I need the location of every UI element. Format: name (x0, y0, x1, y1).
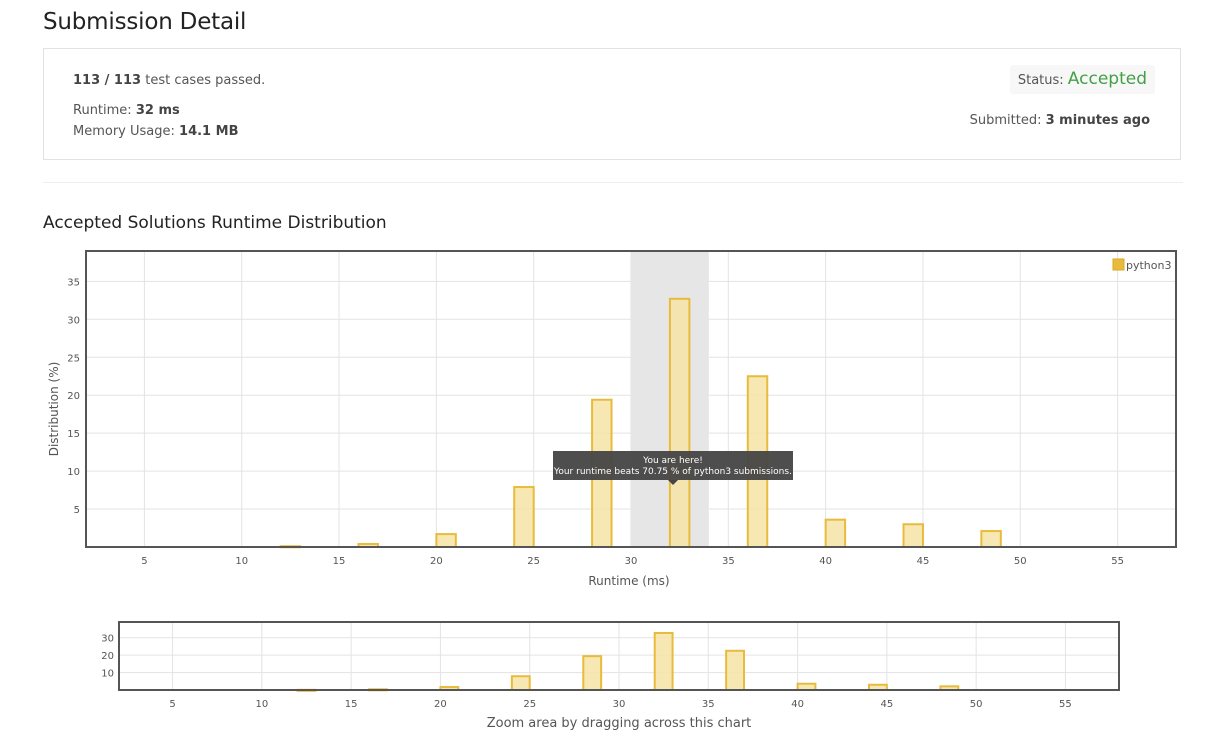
distribution-bar (902, 523, 924, 549)
distribution-bar (824, 518, 847, 549)
memory-line: Memory Usage: 14.1 MB (73, 124, 238, 139)
tooltip-message: Your runtime beats 70.75 % of python3 su… (553, 467, 792, 477)
x-tick-label: 35 (722, 556, 735, 567)
x-tick-label: 45 (917, 556, 930, 567)
x-tick-label: 25 (523, 699, 536, 710)
tooltip-title: You are here! (642, 456, 703, 466)
section-title: Accepted Solutions Runtime Distribution (43, 213, 387, 233)
runtime-value: 32 ms (135, 103, 180, 118)
zoom-chart-y-ticks: 10 20 30 (101, 634, 114, 680)
distribution-bar (435, 533, 457, 548)
x-tick-label: 55 (1059, 699, 1072, 710)
zoom-overview-chart[interactable]: 5 10 15 20 25 30 35 40 45 50 55 10 20 30 (0, 600, 1228, 715)
x-tick-label: 40 (819, 556, 832, 567)
status-box: Status: Accepted (1009, 65, 1155, 94)
x-tick-label: 20 (430, 556, 443, 567)
distribution-bar (582, 655, 603, 691)
x-tick-label: 25 (527, 556, 540, 567)
x-tick-label: 40 (791, 699, 804, 710)
runtime-line: Runtime: 32 ms (73, 103, 180, 118)
x-tick-label: 35 (702, 699, 715, 710)
x-axis-label: Runtime (ms) (588, 574, 669, 588)
distribution-bar (653, 631, 674, 691)
y-tick-label: 15 (67, 429, 80, 440)
zoom-chart-x-ticks: 5 10 15 20 25 30 35 40 45 50 55 (169, 699, 1071, 710)
memory-label: Memory Usage: (73, 124, 175, 139)
test-cases-text: test cases passed. (145, 73, 266, 88)
x-tick-label: 45 (880, 699, 893, 710)
x-tick-label: 5 (141, 556, 147, 567)
test-cases-line: 113 / 113 test cases passed. (73, 73, 265, 88)
x-tick-label: 10 (255, 699, 268, 710)
runtime-distribution-chart[interactable]: 5 10 15 20 25 30 35 40 45 50 55 5 10 15 20 25 30 35 Runt… (0, 0, 1228, 600)
main-chart-gridlines (86, 251, 1176, 547)
submission-summary-card: 113 / 113 test cases passed. Runtime: 32… (43, 48, 1181, 160)
x-tick-label: 10 (235, 556, 248, 567)
x-tick-label: 50 (1014, 556, 1027, 567)
distribution-bar (513, 486, 535, 548)
y-tick-label: 10 (67, 467, 80, 478)
main-chart-x-ticks: 5 10 15 20 25 30 35 40 45 50 55 (141, 556, 1124, 567)
distribution-bar (980, 530, 1002, 548)
distribution-bar (668, 297, 691, 549)
distribution-bar (725, 649, 746, 691)
y-tick-label: 35 (67, 277, 80, 288)
zoom-caption: Zoom area by dragging across this chart (486, 716, 752, 731)
tooltip-background (553, 451, 793, 480)
y-tick-label: 20 (101, 651, 114, 662)
status-value[interactable]: Accepted (1067, 69, 1147, 89)
x-tick-label: 30 (625, 556, 638, 567)
zoom-chart-gridlines (119, 622, 1119, 690)
submitted-value: 3 minutes ago (1045, 113, 1150, 128)
tooltip-pointer (668, 480, 678, 485)
y-tick-label: 5 (74, 505, 80, 516)
status-label: Status: (1017, 73, 1064, 88)
runtime-label: Runtime: (73, 103, 132, 118)
x-tick-label: 30 (613, 699, 626, 710)
x-tick-label: 15 (333, 556, 346, 567)
chart-legend[interactable]: python3 (1112, 258, 1171, 272)
zoom-chart-bars (296, 631, 960, 692)
submitted-label: Submitted: (969, 113, 1042, 128)
y-tick-label: 30 (101, 634, 114, 645)
y-tick-label: 20 (67, 391, 80, 402)
main-chart-y-ticks: 5 10 15 20 25 30 35 (67, 277, 80, 516)
x-tick-label: 55 (1111, 556, 1124, 567)
x-tick-label: 5 (169, 699, 175, 710)
main-chart-frame (85, 250, 1177, 548)
test-cases-count: 113 / 113 (73, 73, 142, 88)
legend-label: python3 (1126, 259, 1171, 272)
page-title: Submission Detail (43, 9, 247, 35)
legend-swatch (1112, 258, 1125, 271)
zoom-chart-frame (118, 621, 1120, 691)
distribution-bar (510, 675, 531, 691)
y-axis-label: Distribution (%) (47, 362, 61, 457)
y-tick-label: 30 (67, 315, 80, 326)
x-tick-label: 15 (345, 699, 358, 710)
memory-value: 14.1 MB (179, 124, 239, 139)
section-divider (43, 182, 1183, 183)
x-tick-label: 50 (970, 699, 983, 710)
y-tick-label: 10 (101, 669, 114, 680)
submitted-line: Submitted: 3 minutes ago (970, 113, 1150, 128)
you-are-here-tooltip: You are here! Your runtime beats 70.75 %… (553, 451, 793, 485)
x-tick-label: 20 (434, 699, 447, 710)
y-tick-label: 25 (67, 353, 80, 364)
